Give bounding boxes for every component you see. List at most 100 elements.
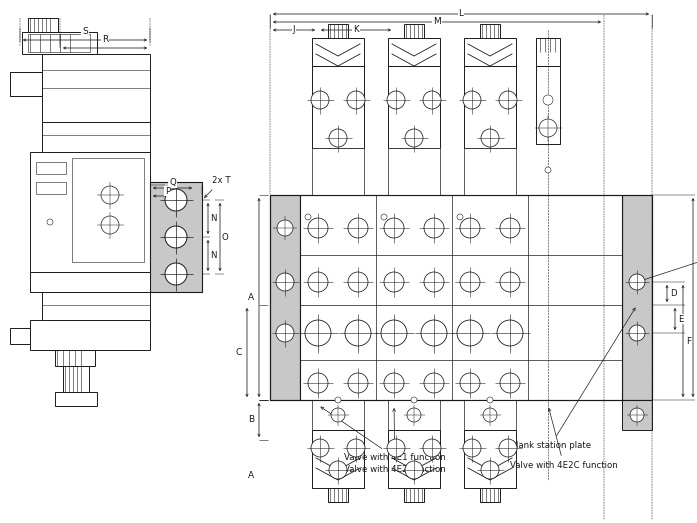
Circle shape bbox=[499, 91, 517, 109]
Circle shape bbox=[308, 218, 328, 238]
Bar bbox=[480, 24, 500, 38]
Bar bbox=[55, 392, 97, 406]
Circle shape bbox=[347, 439, 365, 457]
Circle shape bbox=[329, 461, 347, 479]
Text: Valve with 4E1 function: Valve with 4E1 function bbox=[321, 407, 446, 462]
Circle shape bbox=[331, 408, 345, 422]
Circle shape bbox=[424, 373, 444, 393]
Circle shape bbox=[311, 91, 329, 109]
Bar bbox=[312, 66, 364, 148]
Circle shape bbox=[424, 218, 444, 238]
Bar bbox=[622, 400, 652, 430]
Text: Q: Q bbox=[169, 178, 176, 188]
Text: Valve with 4E2 function: Valve with 4E2 function bbox=[344, 408, 446, 474]
Circle shape bbox=[276, 273, 294, 291]
Circle shape bbox=[348, 373, 368, 393]
Circle shape bbox=[101, 186, 119, 204]
Bar bbox=[63, 366, 89, 392]
Bar bbox=[270, 195, 300, 400]
Circle shape bbox=[345, 320, 371, 346]
Bar bbox=[388, 430, 440, 488]
Bar bbox=[388, 400, 440, 430]
Bar bbox=[10, 72, 42, 96]
Bar bbox=[22, 32, 97, 54]
Bar bbox=[404, 488, 424, 502]
Circle shape bbox=[277, 220, 293, 236]
Bar bbox=[480, 488, 500, 502]
Circle shape bbox=[460, 218, 480, 238]
Bar bbox=[312, 400, 364, 430]
Circle shape bbox=[165, 226, 187, 248]
Circle shape bbox=[308, 272, 328, 292]
Circle shape bbox=[305, 320, 331, 346]
Text: Valve with 4E2C function: Valve with 4E2C function bbox=[510, 408, 618, 470]
Circle shape bbox=[384, 218, 404, 238]
Bar bbox=[55, 350, 95, 366]
Circle shape bbox=[463, 91, 481, 109]
Circle shape bbox=[457, 214, 463, 220]
Circle shape bbox=[335, 397, 341, 403]
Circle shape bbox=[481, 129, 499, 147]
Bar bbox=[150, 182, 202, 292]
Circle shape bbox=[499, 439, 517, 457]
Text: B: B bbox=[248, 415, 254, 425]
Text: R: R bbox=[102, 36, 108, 44]
Bar bbox=[28, 34, 90, 52]
Circle shape bbox=[405, 129, 423, 147]
Text: L: L bbox=[459, 9, 464, 18]
Circle shape bbox=[407, 408, 421, 422]
Bar bbox=[312, 148, 364, 195]
Circle shape bbox=[421, 320, 447, 346]
Circle shape bbox=[423, 439, 441, 457]
Text: A: A bbox=[248, 471, 254, 480]
Bar bbox=[464, 38, 516, 66]
Bar bbox=[42, 54, 150, 122]
Circle shape bbox=[629, 274, 645, 290]
Bar bbox=[464, 66, 516, 148]
Bar bbox=[42, 122, 150, 152]
Bar bbox=[42, 292, 150, 320]
Bar bbox=[328, 488, 348, 502]
Bar bbox=[30, 272, 150, 292]
Bar bbox=[536, 66, 560, 144]
Circle shape bbox=[463, 439, 481, 457]
Text: A: A bbox=[248, 293, 254, 302]
Bar bbox=[300, 195, 622, 400]
Circle shape bbox=[387, 91, 405, 109]
Circle shape bbox=[629, 325, 645, 341]
Circle shape bbox=[101, 216, 119, 234]
Circle shape bbox=[405, 461, 423, 479]
Circle shape bbox=[500, 373, 520, 393]
Circle shape bbox=[424, 272, 444, 292]
Circle shape bbox=[387, 439, 405, 457]
Circle shape bbox=[47, 219, 53, 225]
Bar bbox=[312, 430, 364, 488]
Bar bbox=[388, 148, 440, 195]
Text: J: J bbox=[293, 26, 296, 35]
Text: Blank station plate: Blank station plate bbox=[510, 308, 635, 450]
Bar bbox=[10, 328, 30, 344]
Text: N: N bbox=[210, 251, 216, 260]
Bar bbox=[30, 320, 150, 350]
Text: O: O bbox=[222, 233, 229, 242]
Text: M: M bbox=[433, 17, 441, 27]
Circle shape bbox=[630, 408, 644, 422]
Circle shape bbox=[539, 119, 557, 137]
Text: K: K bbox=[353, 26, 359, 35]
Circle shape bbox=[481, 461, 499, 479]
Circle shape bbox=[483, 408, 497, 422]
Circle shape bbox=[457, 320, 483, 346]
Circle shape bbox=[276, 324, 294, 342]
Bar bbox=[36, 162, 66, 174]
Text: P: P bbox=[165, 187, 170, 196]
Circle shape bbox=[411, 397, 417, 403]
Circle shape bbox=[311, 439, 329, 457]
Circle shape bbox=[460, 272, 480, 292]
Text: 2x ØH: 2x ØH bbox=[641, 251, 697, 281]
Bar bbox=[36, 182, 66, 194]
Circle shape bbox=[460, 373, 480, 393]
Text: S: S bbox=[82, 28, 88, 37]
Text: E: E bbox=[678, 314, 684, 324]
Bar bbox=[622, 195, 652, 400]
Circle shape bbox=[423, 91, 441, 109]
